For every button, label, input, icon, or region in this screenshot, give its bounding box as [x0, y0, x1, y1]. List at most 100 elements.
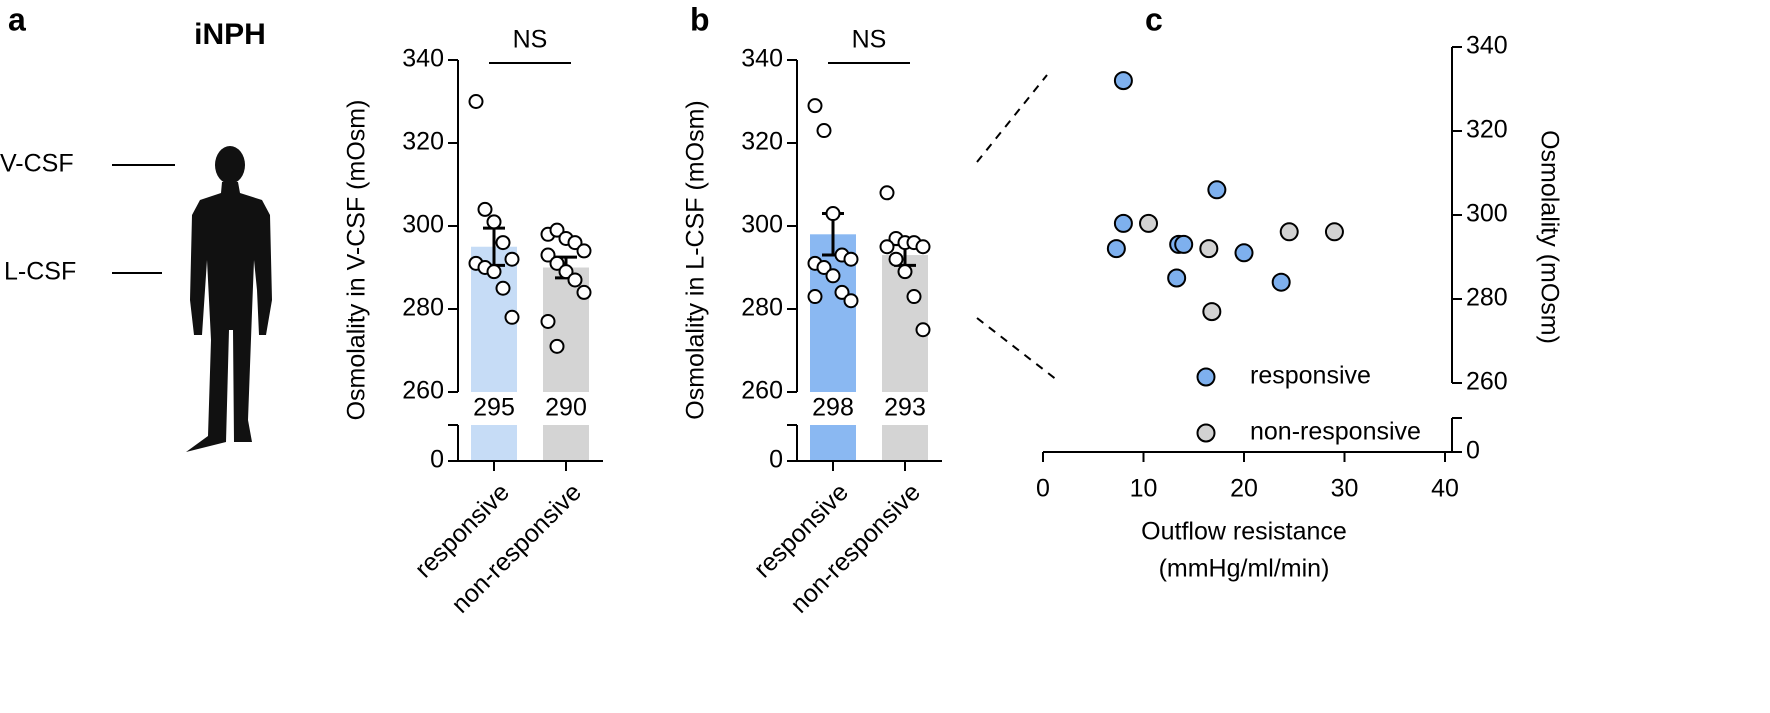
- data-point: [504, 251, 520, 267]
- zoom-line: [976, 317, 1058, 381]
- x-axis-label: (mmHg/ml/min): [1159, 555, 1330, 583]
- annotation: V-CSF: [0, 150, 74, 178]
- data-point: [906, 289, 922, 305]
- panel-label: c: [1145, 1, 1163, 37]
- data-point: [897, 264, 913, 280]
- y-tick-label: 340: [741, 45, 783, 73]
- y-tick-label: 0: [430, 446, 444, 474]
- data-point: [504, 309, 520, 325]
- data-point: [540, 313, 556, 329]
- data-point: [879, 185, 895, 201]
- data-point: [567, 272, 583, 288]
- data-point: [816, 123, 832, 139]
- data-point: [1207, 180, 1227, 200]
- y-tick-label: 0: [769, 446, 783, 474]
- data-point: [486, 264, 502, 280]
- y-tick-label: 320: [402, 128, 444, 156]
- data-point: [576, 243, 592, 259]
- y-tick-label: 340: [1466, 32, 1508, 60]
- data-point: [1234, 243, 1254, 263]
- data-point: [843, 293, 859, 309]
- y-tick-label: 320: [741, 128, 783, 156]
- data-point: [549, 255, 565, 271]
- y-tick-label: 260: [741, 377, 783, 405]
- value-label: 295: [473, 394, 515, 422]
- data-point: [1106, 239, 1126, 259]
- legend-marker: [1196, 423, 1216, 443]
- bar: [543, 425, 589, 461]
- x-tick-label: 30: [1331, 475, 1359, 503]
- data-point: [486, 214, 502, 230]
- x-tick-label: 0: [1036, 475, 1050, 503]
- illustration-title: iNPH: [194, 18, 266, 51]
- data-point: [807, 98, 823, 114]
- data-point: [1113, 71, 1133, 91]
- data-point: [567, 235, 583, 251]
- bar: [810, 425, 856, 461]
- value-label: 298: [812, 394, 854, 422]
- y-tick-label: 0: [1466, 437, 1480, 465]
- value-label: 293: [884, 394, 926, 422]
- y-tick-label: 280: [741, 294, 783, 322]
- data-point: [1113, 213, 1133, 233]
- legend-marker: [1196, 367, 1216, 387]
- legend-label: non-responsive: [1250, 418, 1421, 446]
- y-tick-label: 260: [402, 377, 444, 405]
- value-label: 290: [545, 394, 587, 422]
- data-point: [549, 338, 565, 354]
- y-tick-label: 340: [402, 45, 444, 73]
- bar: [882, 425, 928, 461]
- zoom-line: [976, 74, 1048, 163]
- y-axis-label: Osmolality (mOsm): [1535, 130, 1563, 344]
- y-tick-label: 280: [402, 294, 444, 322]
- data-point: [468, 94, 484, 109]
- data-point: [915, 322, 931, 338]
- bar: [471, 425, 517, 461]
- panel-label: b: [690, 1, 710, 37]
- data-point: [915, 239, 931, 255]
- panel-label: a: [8, 1, 26, 37]
- annotation: L-CSF: [4, 258, 76, 286]
- data-point: [558, 264, 574, 280]
- x-tick-label: non-responsive: [785, 478, 926, 619]
- data-point: [825, 268, 841, 284]
- data-point: [495, 235, 511, 251]
- y-tick-label: 280: [1466, 284, 1508, 312]
- data-point: [1199, 239, 1219, 259]
- data-point: [576, 284, 592, 300]
- y-tick-label: 260: [1466, 368, 1508, 396]
- y-axis-label: Osmolality in L-CSF (mOsm): [682, 100, 710, 419]
- data-point: [495, 280, 511, 296]
- data-point: [834, 284, 850, 300]
- x-tick-label: 20: [1230, 475, 1258, 503]
- x-tick-label: 10: [1130, 475, 1158, 503]
- y-tick-label: 320: [1466, 116, 1508, 144]
- significance-label: NS: [513, 26, 548, 54]
- data-point: [816, 260, 832, 275]
- x-tick-label: non-responsive: [446, 478, 587, 619]
- y-tick-label: 300: [1466, 200, 1508, 228]
- data-point: [888, 251, 904, 267]
- data-point: [1202, 302, 1222, 322]
- data-point: [1271, 272, 1291, 292]
- y-tick-label: 300: [741, 211, 783, 239]
- data-point: [1139, 213, 1159, 233]
- data-point: [1324, 222, 1344, 242]
- x-axis-label: Outflow resistance: [1141, 518, 1347, 546]
- data-point: [825, 206, 841, 222]
- legend-label: responsive: [1250, 362, 1371, 390]
- data-point: [1279, 222, 1299, 242]
- y-tick-label: 300: [402, 211, 444, 239]
- data-point: [843, 251, 859, 267]
- data-point: [1167, 268, 1187, 288]
- data-point: [1174, 234, 1194, 254]
- silhouette: [186, 146, 272, 452]
- x-tick-label: 40: [1431, 475, 1459, 503]
- data-point: [540, 247, 556, 263]
- significance-label: NS: [852, 26, 887, 54]
- data-point: [879, 239, 895, 255]
- y-axis-label: Osmolality in V-CSF (mOsm): [343, 100, 371, 421]
- data-point: [477, 201, 493, 217]
- data-point: [549, 222, 565, 238]
